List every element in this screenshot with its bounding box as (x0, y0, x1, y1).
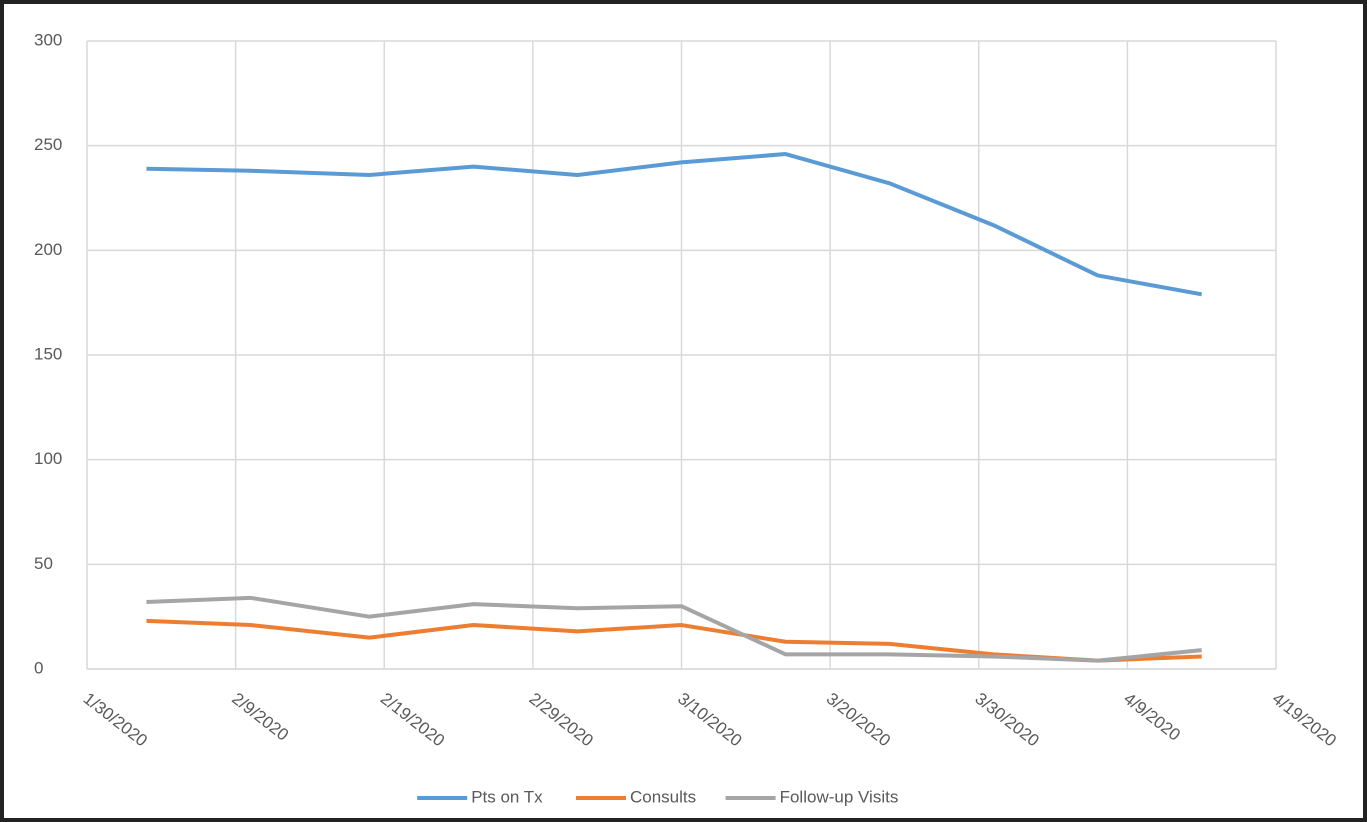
series-line (146, 595, 1202, 663)
legend-label: Consults (630, 787, 696, 806)
legend-label: Pts on Tx (471, 787, 543, 806)
series-line (146, 152, 1203, 297)
y-tick-label: 150 (34, 344, 62, 363)
y-tick-label: 100 (34, 449, 62, 468)
legend-label: Follow-up Visits (780, 787, 899, 806)
y-tick-label: 250 (34, 135, 62, 154)
y-tick-label: 200 (34, 240, 62, 259)
y-tick-label: 300 (34, 30, 62, 49)
y-tick-label: 50 (34, 554, 53, 573)
y-tick-label: 0 (34, 658, 43, 677)
